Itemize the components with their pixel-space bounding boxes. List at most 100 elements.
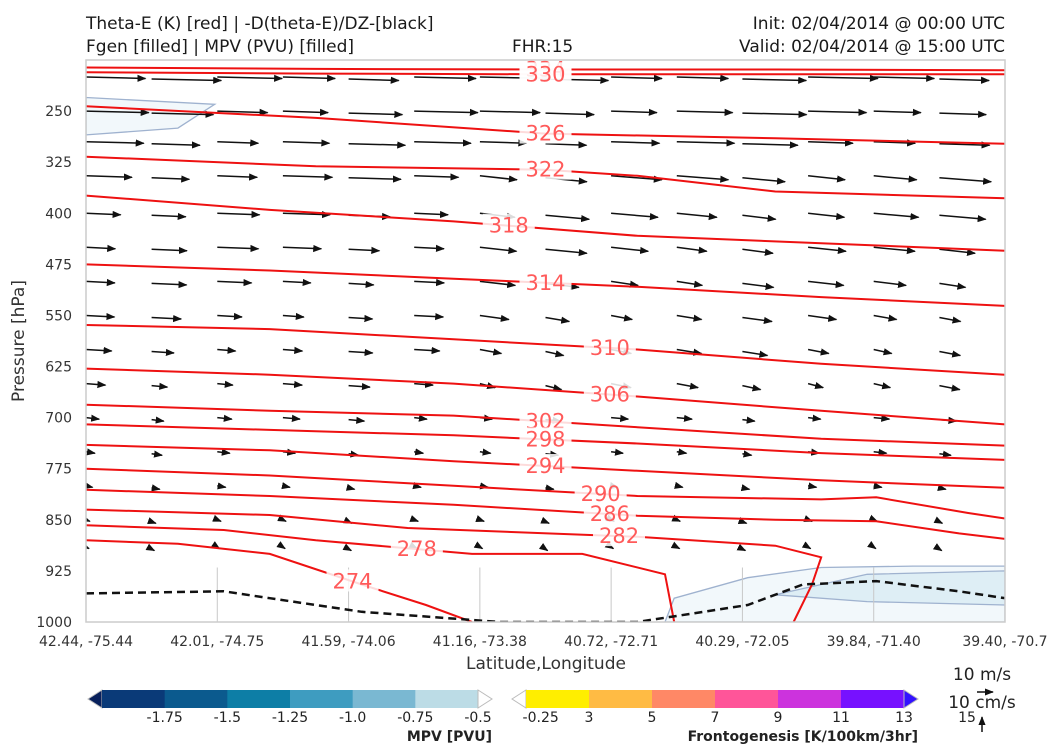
wind-vector: [808, 212, 846, 220]
wind-vector: [808, 74, 879, 82]
wind-vector: [932, 543, 943, 552]
wind-vector: [807, 382, 825, 390]
wind-vector: [939, 141, 991, 149]
wind-vector: [873, 482, 883, 490]
wind-vector: [742, 450, 753, 458]
x-tick-label: 40.29, -72.05: [695, 634, 789, 650]
wind-vector: [939, 450, 952, 458]
wind-vector: [676, 139, 736, 147]
wind-vector: [479, 348, 503, 356]
x-tick-label: 42.44, -75.44: [39, 634, 133, 650]
colorbar-swatch: [102, 690, 166, 708]
wind-vector: [86, 278, 116, 287]
y-tick-label: 775: [45, 462, 72, 478]
wind-vector: [808, 280, 845, 289]
wind-vector: [742, 141, 799, 149]
theta-e-contour-278: [86, 524, 676, 622]
wind-vector: [151, 246, 188, 255]
wind-vector: [86, 139, 145, 147]
wind-vector: [807, 314, 838, 322]
wind-vector: [676, 414, 693, 422]
contour-label-bg: [519, 62, 572, 85]
wind-vector: [479, 448, 492, 456]
wind-vector: [604, 541, 615, 550]
dtheta-dz-contour: [86, 579, 1005, 622]
y-tick-label: 625: [45, 360, 72, 376]
wind-vector: [414, 210, 449, 219]
wind-vector: [217, 278, 253, 287]
wind-vector: [348, 314, 374, 323]
contour-label-294: 294: [525, 454, 565, 478]
contour-label-bg: [326, 569, 379, 592]
wind-vector: [740, 484, 751, 492]
wind-vector: [939, 282, 967, 290]
wind-vector: [282, 278, 312, 287]
wind-vector: [217, 173, 259, 181]
colorbar-swatch: [290, 690, 354, 708]
wind-vector: [676, 314, 703, 322]
wind-vector: [86, 74, 147, 82]
wind-vector: [808, 246, 847, 255]
wind-vector: [217, 448, 231, 456]
wind-vector: [479, 175, 518, 183]
contour-label-bg: [583, 335, 636, 358]
wind-vector: [414, 414, 428, 422]
wind-vector: [545, 384, 563, 392]
wind-vector: [212, 514, 222, 522]
wind-vector: [282, 380, 304, 389]
wind-vector: [611, 414, 630, 422]
contour-label-314: 314: [525, 271, 565, 295]
colorbar-tick-label: 11: [832, 710, 850, 726]
wind-vector: [282, 108, 329, 116]
colorbar-tick-label: 9: [774, 710, 783, 726]
wind-vector: [342, 543, 353, 552]
wind-vector: [737, 517, 748, 525]
wind-vector: [151, 416, 165, 424]
wind-vector: [479, 246, 518, 254]
wind-vector: [611, 212, 659, 221]
wind-vector: [151, 110, 215, 119]
wind-vector: [473, 541, 484, 550]
wind-vector: [86, 108, 150, 117]
wind-vector: [282, 244, 323, 253]
mpv-region-upper-left: [86, 96, 217, 136]
wind-vector: [348, 382, 371, 391]
wind-vector: [939, 316, 962, 324]
colorbar-swatch: [589, 690, 653, 708]
wind-vector: [540, 516, 550, 524]
contour-label-298: 298: [525, 427, 565, 451]
wind-vector: [545, 484, 555, 492]
wind-vector: [217, 74, 284, 82]
wind-vector: [217, 108, 269, 116]
colorbar-extend-right: [903, 689, 919, 709]
wind-vector: [873, 175, 918, 183]
colorbar-swatch: [778, 690, 842, 708]
wind-vector: [808, 414, 822, 422]
wind-vector: [676, 175, 730, 183]
wind-vector: [808, 175, 846, 183]
wind-vector: [151, 348, 175, 357]
contour-label-318: 318: [489, 214, 529, 238]
y-tick-label: 400: [45, 206, 72, 222]
wind-vector: [670, 541, 681, 550]
wind-vector: [86, 380, 107, 389]
wind-vector: [276, 541, 286, 550]
wind-vector: [671, 514, 682, 522]
theta-e-contour-322: [86, 155, 1005, 200]
wind-vector: [151, 280, 188, 289]
wind-vector: [545, 316, 571, 324]
wind-vector: [611, 448, 624, 456]
wind-vector: [151, 212, 187, 221]
wind-vector: [611, 108, 658, 116]
wind-vector: [86, 448, 96, 456]
colorbar-extend-right: [477, 689, 493, 709]
wind-vector: [151, 76, 223, 84]
wind-vector: [348, 175, 402, 183]
x-tick-label: 41.16, -73.38: [433, 634, 527, 650]
colorbar-tick-label: -0.75: [397, 710, 433, 726]
wind-vector: [736, 543, 747, 552]
wind-vector: [939, 76, 990, 84]
x-tick-label: 39.40, -70.7: [962, 634, 1047, 650]
wind-vector: [873, 139, 917, 147]
